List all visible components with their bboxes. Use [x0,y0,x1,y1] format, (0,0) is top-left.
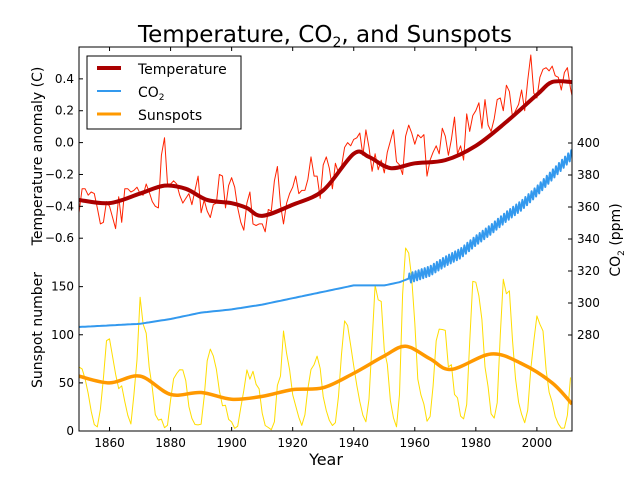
co2-axis-label: CO2 (ppm) [608,203,627,276]
legend-label-sunspots: Sunspots [138,108,202,124]
sunspots-tick-label: 0 [66,424,74,438]
temperature-tick-label: 0.4 [55,72,74,86]
sunspots-tick-label: 50 [59,376,74,390]
x-axis-label: Year [308,450,343,469]
x-tick-label: 1880 [155,436,186,450]
x-tick-label: 1960 [400,436,431,450]
temperature-tick-label: 0.2 [55,104,74,118]
co2-smoothed-line [79,149,572,328]
sunspots-annual-line [79,247,571,431]
co2-tick-label: 280 [577,328,600,342]
co2-tick-label: 380 [577,168,600,182]
legend-label-co2: CO2 [138,85,165,103]
temperature-tick-label: −0.2 [45,167,74,181]
x-tick-label: 1920 [277,436,308,450]
co2-tick-label: 300 [577,296,600,310]
co2-tick-label: 340 [577,232,600,246]
chart-title: Temperature, CO2, and Sunspots [137,22,512,51]
x-tick-label: 2000 [522,436,553,450]
temperature-smoothed-line [79,79,572,218]
sunspots-tick-label: 100 [51,328,74,342]
sunspots-smoothed-line [79,344,572,406]
x-tick-label: 1860 [94,436,125,450]
co2-tick-label: 360 [577,200,600,214]
x-tick-label: 1940 [338,436,369,450]
temperature-tick-label: 0.0 [55,136,74,150]
temperature-tick-label: −0.4 [45,199,74,213]
co2-tick-label: 320 [577,264,600,278]
sunspots-tick-label: 150 [51,280,74,294]
legend: Temperature CO2 Sunspots [86,55,242,130]
plot-area: 1860 1880 1900 1920 1940 1960 1980 2000 0.4 0.2 0.… [45,46,600,450]
x-tick-label: 1900 [216,436,247,450]
series-group [79,54,572,431]
temperature-axis-label: Temperature anomaly (C) [30,67,46,247]
legend-label-temperature: Temperature [137,62,227,78]
temperature-annual-line [79,54,572,233]
sunspot-axis-label: Sunspot number [30,272,46,388]
temperature-tick-label: −0.6 [45,231,74,245]
x-tick-label: 1980 [461,436,492,450]
co2-tick-label: 400 [577,136,600,150]
